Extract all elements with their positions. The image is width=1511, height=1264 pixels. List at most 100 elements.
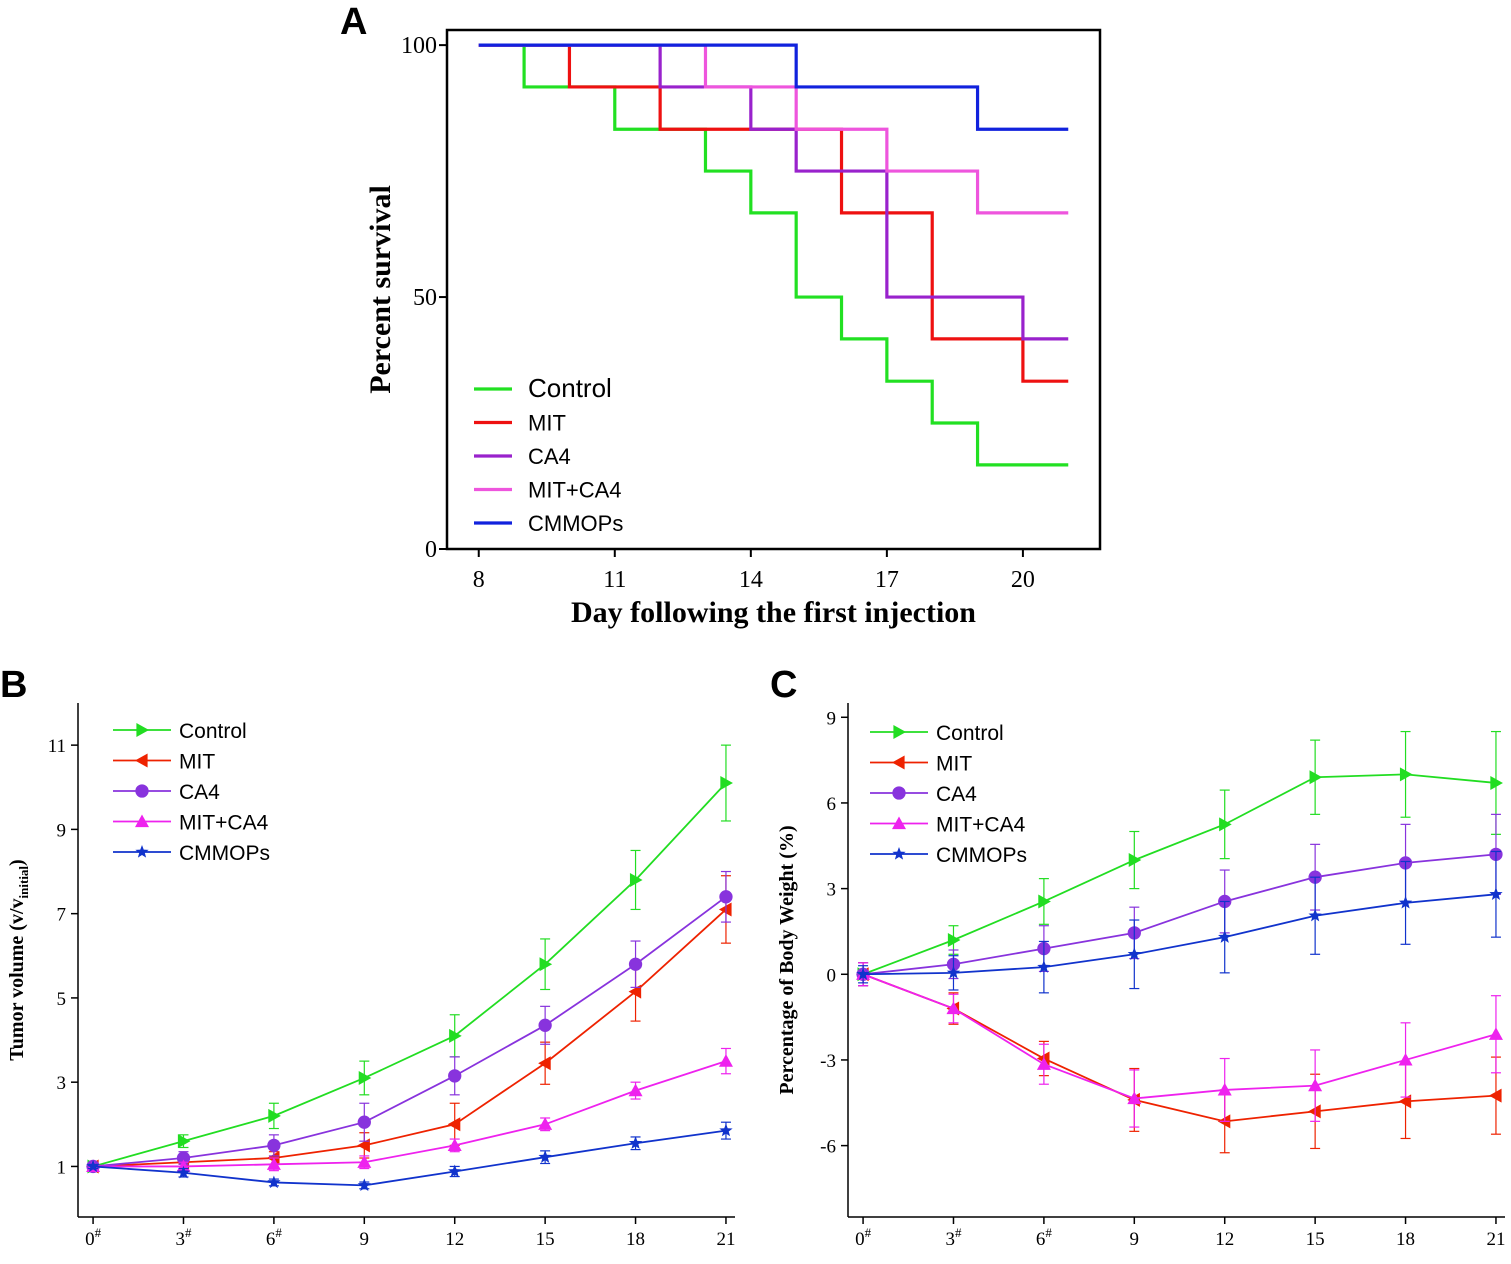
x-tick-label: 21 [1486, 1229, 1505, 1250]
x-tick-label: 14 [739, 567, 763, 593]
x-tick-label: 3# [945, 1225, 962, 1250]
panel-letter-a: A [340, 1, 367, 43]
data-point-control [629, 872, 643, 887]
legend-label: MIT [179, 751, 215, 774]
legend-marker [892, 816, 906, 830]
data-point-control [1490, 775, 1503, 790]
data-point-mit-ca4 [266, 1157, 281, 1170]
series-line-mit-ca4 [93, 1060, 727, 1168]
data-point-mit-ca4 [447, 1138, 462, 1151]
legend-label: CMMOPs [179, 842, 270, 865]
data-point-control [539, 957, 553, 972]
data-point-cmmops [1218, 930, 1232, 943]
data-point-ca4 [267, 1138, 281, 1153]
legend-marker [135, 753, 148, 768]
data-point-mit-ca4 [1036, 1057, 1051, 1070]
data-point-cmmops [856, 967, 870, 980]
data-point-ca4 [538, 1018, 552, 1032]
data-point-cmmops [719, 1123, 733, 1137]
data-point-mit [628, 984, 642, 999]
survival-line-control [478, 43, 1069, 467]
data-point-mit-ca4 [1308, 1078, 1323, 1092]
data-point-control [1309, 770, 1323, 785]
y-tick-label: 1 [57, 1157, 67, 1178]
series-line-control [862, 773, 1497, 976]
data-point-cmmops [1127, 947, 1141, 960]
data-point-control [1219, 817, 1232, 832]
legend-label: CA4 [528, 444, 571, 469]
y-axis-title: Percent survival [364, 185, 397, 394]
series-line-mit-ca4 [862, 973, 1497, 1100]
x-tick-label: 9 [1130, 1229, 1140, 1250]
y-tick-label: 0 [827, 965, 837, 986]
x-tick-label: 15 [1306, 1229, 1325, 1250]
data-point-cmmops [538, 1150, 552, 1163]
x-tick-label: 6# [1036, 1225, 1053, 1250]
data-point-mit-ca4 [1127, 1091, 1142, 1105]
data-point-cmmops [1308, 908, 1322, 922]
y-tick-label: 9 [827, 708, 837, 729]
x-tick-label: 0# [85, 1225, 102, 1250]
legend-marker [892, 847, 906, 860]
data-point-mit [538, 1056, 551, 1071]
data-point-control [947, 933, 961, 948]
legend-label: MIT+CA4 [936, 814, 1026, 837]
series-line-ca4 [862, 853, 1497, 976]
data-point-mit [447, 1117, 461, 1132]
x-tick-label: 11 [603, 567, 626, 593]
legend-marker [892, 755, 905, 770]
legend-label: CMMOPs [936, 844, 1027, 867]
data-point-mit [1308, 1104, 1321, 1119]
data-point-mit-ca4 [1488, 1027, 1503, 1040]
data-point-cmmops [86, 1159, 100, 1173]
x-tick-label: 0# [855, 1225, 872, 1250]
data-point-mit [1488, 1088, 1502, 1103]
data-point-ca4 [719, 890, 733, 904]
y-tick-label: 3 [57, 1073, 67, 1094]
data-point-control [358, 1070, 372, 1085]
legend-marker [136, 723, 149, 737]
data-point-control [1038, 894, 1051, 909]
y-tick-label: 50 [413, 285, 437, 311]
plot-frame [445, 28, 1102, 551]
x-tick-label: 18 [1396, 1229, 1415, 1250]
data-point-control [720, 776, 733, 791]
panel-letter-c: C [770, 664, 797, 706]
data-point-mit-ca4 [718, 1054, 733, 1067]
legend-label: CMMOPs [528, 511, 623, 536]
data-point-mit-ca4 [538, 1117, 553, 1130]
data-point-control [1128, 853, 1142, 868]
x-axis-title: Day following the first injection [1037, 1262, 1307, 1264]
x-tick-label: 17 [875, 567, 899, 593]
legend-label: CA4 [936, 783, 977, 806]
legend-marker [135, 845, 149, 858]
x-tick-label: 12 [1215, 1229, 1234, 1250]
data-point-mit-ca4 [1217, 1082, 1232, 1096]
y-tick-label: 9 [57, 820, 67, 841]
legend-label: MIT [528, 411, 566, 436]
data-point-cmmops [1037, 960, 1051, 973]
legend-label: MIT [936, 753, 972, 776]
survival-line-ca4 [478, 43, 1069, 341]
y-tick-label: 5 [57, 989, 67, 1010]
x-tick-label: 15 [536, 1229, 555, 1250]
x-tick-label: 21 [716, 1229, 735, 1250]
data-point-control [449, 1028, 462, 1043]
legend-label: Control [528, 373, 612, 403]
data-point-control [268, 1108, 281, 1123]
y-tick-label: -6 [820, 1137, 836, 1158]
series-line-control [92, 782, 727, 1168]
data-point-mit-ca4 [628, 1083, 643, 1097]
data-point-cmmops [267, 1175, 281, 1189]
legend-marker [892, 786, 906, 800]
data-point-mit [718, 902, 732, 917]
x-tick-label: 6# [266, 1225, 283, 1250]
series-line-cmmops [93, 1129, 727, 1187]
legend-label: MIT+CA4 [179, 812, 269, 835]
legend-label: CA4 [179, 781, 220, 804]
data-point-ca4 [176, 1151, 191, 1165]
x-tick-label: 12 [445, 1229, 464, 1250]
data-point-control [1399, 767, 1413, 782]
data-point-cmmops [946, 965, 961, 979]
legend-label: MIT+CA4 [528, 478, 622, 503]
